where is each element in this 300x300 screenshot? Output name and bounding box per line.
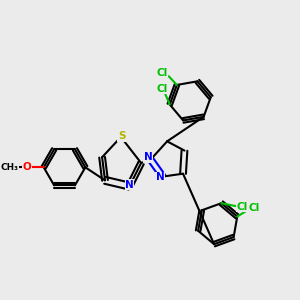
Text: Cl: Cl xyxy=(249,203,260,213)
Text: N: N xyxy=(125,180,134,190)
Text: Cl: Cl xyxy=(156,68,167,78)
Text: CH₃: CH₃ xyxy=(1,163,19,172)
Text: N: N xyxy=(144,152,153,162)
Text: O: O xyxy=(22,162,32,172)
Text: Cl: Cl xyxy=(236,202,248,212)
Text: Cl: Cl xyxy=(157,84,168,94)
Text: S: S xyxy=(118,131,125,141)
Text: N: N xyxy=(155,172,164,182)
